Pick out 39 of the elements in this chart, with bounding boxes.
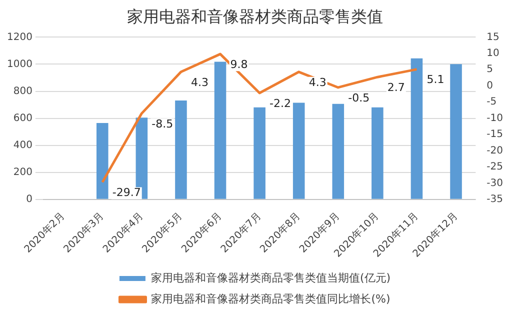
- bar: [372, 107, 384, 199]
- y2-tick-label: -30: [486, 178, 504, 189]
- y2-tick-label: 0: [486, 80, 494, 92]
- y2-tick-label: -25: [486, 162, 504, 173]
- data-label: -29.7: [112, 186, 141, 200]
- y-tick-label: 0: [26, 194, 32, 205]
- bar: [175, 100, 187, 199]
- data-label: -2.2: [270, 96, 292, 110]
- y-tick-label: 400: [13, 140, 32, 151]
- y-tick-label: 800: [13, 86, 32, 97]
- bar: [214, 62, 226, 199]
- y2-tick-label: -20: [486, 145, 504, 156]
- y-tick-label: 200: [13, 166, 32, 178]
- chart-title: 家用电器和音像器材类商品零售类值: [127, 6, 383, 26]
- data-label: 5.1: [426, 73, 444, 86]
- bar: [254, 107, 266, 199]
- data-label: 4.3: [308, 76, 326, 89]
- bar: [332, 104, 344, 199]
- bar: [96, 123, 108, 199]
- legend-label: 家用电器和音像器材类商品零售类值同比增长(%): [151, 292, 390, 306]
- bar: [410, 58, 423, 199]
- data-label: 4.3: [190, 76, 208, 89]
- y2-tick-label: 10: [486, 48, 500, 60]
- bar: [292, 102, 305, 199]
- legend-label: 家用电器和音像器材类商品零售类值当期值(亿元): [150, 271, 391, 284]
- y-tick-label: 600: [13, 112, 32, 124]
- y2-tick-label: -15: [486, 129, 504, 140]
- data-label: -0.5: [348, 91, 370, 104]
- y2-tick-label: -10: [486, 112, 504, 124]
- y2-tick-label: -35: [486, 194, 504, 205]
- y2-tick-label: 5: [486, 64, 494, 76]
- data-label: -8.5: [152, 117, 174, 130]
- y-tick-label: 1000: [6, 58, 32, 70]
- data-label: 2.7: [387, 80, 405, 94]
- y2-tick-label: 15: [486, 32, 500, 43]
- y-tick-label: 1200: [6, 32, 32, 43]
- y2-tick-label: -5: [486, 96, 497, 108]
- bar: [450, 64, 462, 199]
- data-label: 9.8: [230, 58, 248, 71]
